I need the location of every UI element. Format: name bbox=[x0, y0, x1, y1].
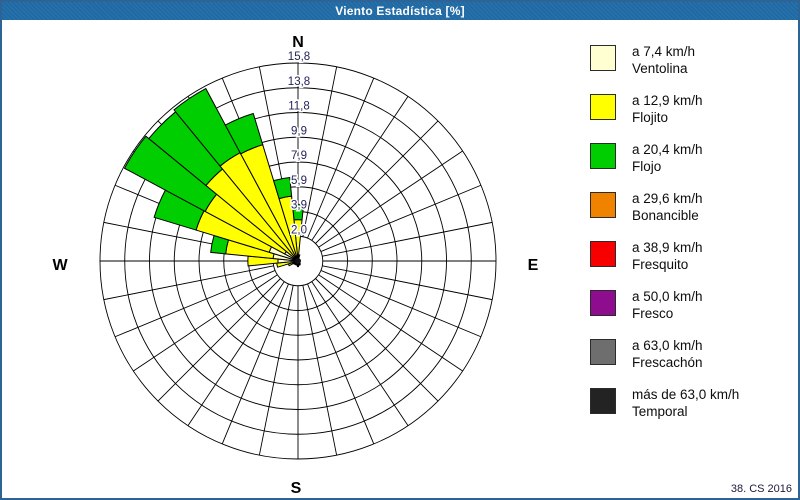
grid-spoke bbox=[133, 274, 278, 372]
legend-speed: a 12,9 km/h bbox=[632, 93, 703, 108]
compass-label-east: E bbox=[528, 257, 539, 274]
grid-spoke bbox=[311, 281, 409, 426]
radial-axis-label: 13,8 bbox=[288, 76, 310, 88]
legend-label: a 7,4 km/h Ventolina bbox=[632, 43, 695, 77]
title-bar: Viento Estadística [%] bbox=[2, 2, 798, 20]
window-title: Viento Estadística [%] bbox=[335, 4, 465, 18]
grid-spoke bbox=[258, 285, 294, 456]
grid-spoke bbox=[302, 66, 338, 237]
legend-item: a 29,6 km/h Bonancible bbox=[590, 190, 790, 239]
grid-spoke bbox=[315, 278, 439, 402]
legend-category: Flojo bbox=[632, 159, 662, 174]
grid-spoke bbox=[114, 270, 276, 338]
grid-spoke bbox=[221, 283, 289, 445]
wind-rose-sector-nnw-flojo bbox=[224, 112, 264, 155]
radial-axis-label: 9,9 bbox=[291, 125, 307, 137]
wind-rose-sector-nbw-flojo bbox=[273, 176, 293, 200]
legend-swatch-bonancible bbox=[590, 192, 616, 218]
legend-item: a 20,4 km/h Flojo bbox=[590, 141, 790, 190]
legend-item: a 50,0 km/h Fresco bbox=[590, 288, 790, 337]
footer-watermark: 38. CS 2016 bbox=[730, 483, 792, 495]
legend-swatch-ventolina bbox=[590, 45, 616, 71]
radial-axis-label: 15,8 bbox=[288, 51, 310, 63]
grid-spoke bbox=[318, 150, 463, 248]
grid-spoke bbox=[311, 96, 409, 241]
radial-axis-label: 3,9 bbox=[291, 200, 307, 212]
legend-speed: a 20,4 km/h bbox=[632, 142, 703, 157]
legend-swatch-flojo bbox=[590, 143, 616, 169]
legend-category: Bonancible bbox=[632, 208, 699, 223]
wind-rose-chart-area: 2,0 3,9 5,9 7,9 9,9 11,8 13,8 15,8 N S W E bbox=[2, 20, 798, 498]
grid-spoke bbox=[322, 265, 493, 301]
compass-label-west: W bbox=[52, 257, 68, 274]
legend-category: Fresco bbox=[632, 306, 674, 321]
legend-speed: a 63,0 km/h bbox=[632, 338, 703, 353]
legend-swatch-fresquito bbox=[590, 241, 616, 267]
legend-swatch-fresco bbox=[590, 290, 616, 316]
legend-category: Flojito bbox=[632, 110, 669, 125]
grid-spoke bbox=[302, 285, 338, 456]
legend-category: Frescachón bbox=[632, 355, 703, 370]
legend-swatch-frescachon bbox=[590, 339, 616, 365]
legend-item: a 12,9 km/h Flojito bbox=[590, 92, 790, 141]
grid-spoke bbox=[320, 184, 482, 252]
radial-axis-label: 11,8 bbox=[288, 101, 310, 113]
legend-label: más de 63,0 km/h Temporal bbox=[632, 386, 739, 420]
radial-axis-label: 5,9 bbox=[291, 175, 307, 187]
legend-label: a 12,9 km/h Flojito bbox=[632, 92, 703, 126]
legend-speed: a 7,4 km/h bbox=[632, 44, 696, 59]
legend-label: a 38,9 km/h Fresquito bbox=[632, 239, 703, 273]
grid-spoke bbox=[320, 270, 482, 338]
radial-axis-label: 7,9 bbox=[291, 150, 307, 162]
grid-spoke bbox=[187, 281, 285, 426]
grid-spoke bbox=[322, 221, 493, 257]
radial-axis-label: 2,0 bbox=[291, 224, 307, 236]
legend-swatch-temporal bbox=[590, 388, 616, 414]
legend-label: a 63,0 km/h Frescachón bbox=[632, 337, 703, 371]
legend-swatch-flojito bbox=[590, 94, 616, 120]
legend-item: a 7,4 km/h Ventolina bbox=[590, 43, 790, 92]
legend-label: a 29,6 km/h Bonancible bbox=[632, 190, 703, 224]
compass-label-south: S bbox=[291, 480, 302, 497]
legend-speed: más de 63,0 km/h bbox=[632, 387, 740, 402]
legend-category: Ventolina bbox=[632, 61, 688, 76]
legend-item: más de 63,0 km/h Temporal bbox=[590, 386, 790, 435]
grid-spoke bbox=[318, 274, 463, 372]
grid-spoke bbox=[103, 265, 274, 301]
grid-spoke bbox=[307, 283, 375, 445]
legend-label: a 50,0 km/h Fresco bbox=[632, 288, 703, 322]
legend-item: a 38,9 km/h Fresquito bbox=[590, 239, 790, 288]
grid-spoke bbox=[157, 278, 281, 402]
wind-rose-sector-n-flojo bbox=[291, 204, 305, 221]
legend-category: Temporal bbox=[632, 404, 688, 419]
legend: a 7,4 km/h Ventolina a 12,9 km/h Flojito a 2… bbox=[590, 43, 790, 435]
legend-item: a 63,0 km/h Frescachón bbox=[590, 337, 790, 386]
wind-rose-sector-nwbn-flojo bbox=[173, 87, 241, 167]
rose-center-dot bbox=[295, 258, 301, 264]
wind-rose-sector-nwbw-flojo bbox=[123, 135, 218, 213]
legend-speed: a 50,0 km/h bbox=[632, 289, 703, 304]
legend-category: Fresquito bbox=[632, 257, 689, 272]
legend-speed: a 38,9 km/h bbox=[632, 240, 703, 255]
wind-rose-chart: 2,0 3,9 5,9 7,9 9,9 11,8 13,8 15,8N S W E bbox=[52, 34, 539, 497]
grid-spoke bbox=[307, 77, 375, 239]
grid-spoke bbox=[315, 120, 439, 244]
legend-label: a 20,4 km/h Flojo bbox=[632, 141, 703, 175]
legend-speed: a 29,6 km/h bbox=[632, 191, 703, 206]
compass-label-north: N bbox=[292, 34, 304, 51]
